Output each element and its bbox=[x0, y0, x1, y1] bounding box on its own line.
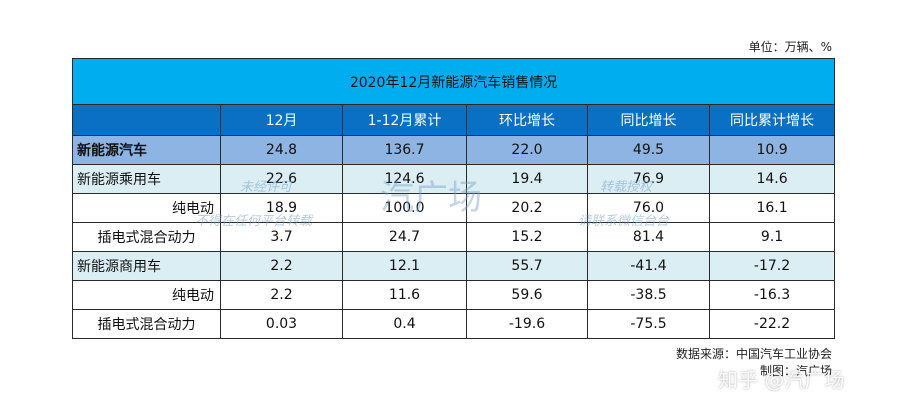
row-label: 插电式混合动力 bbox=[72, 309, 221, 339]
cell-value: -38.5 bbox=[587, 280, 710, 310]
header-cumulative: 1-12月累计 bbox=[342, 104, 467, 136]
cell-value: 20.2 bbox=[466, 193, 588, 223]
cell-value: 15.2 bbox=[466, 222, 588, 252]
row-label: 纯电动 bbox=[72, 193, 221, 223]
cell-value: 22.6 bbox=[220, 164, 343, 194]
cell-value: 0.4 bbox=[342, 309, 467, 339]
cell-value: 24.8 bbox=[220, 135, 343, 165]
cell-value: 12.1 bbox=[342, 251, 467, 281]
table-row: 纯电动 18.9 100.0 20.2 76.0 16.1 bbox=[72, 193, 836, 223]
zhihu-watermark: 知乎 @汽广场 bbox=[718, 368, 845, 392]
cell-value: -41.4 bbox=[587, 251, 710, 281]
row-label: 新能源商用车 bbox=[72, 251, 221, 281]
cell-value: 81.4 bbox=[587, 222, 710, 252]
watermark-logo-text: 汽广场 bbox=[380, 178, 482, 218]
row-label: 新能源汽车 bbox=[72, 135, 221, 165]
watermark-text: 请联系微信台台 bbox=[578, 214, 670, 229]
data-source-label: 数据来源：中国汽车工业协会 bbox=[675, 347, 832, 361]
table-row: 纯电动 2.2 11.6 59.6 -38.5 -16.3 bbox=[72, 280, 836, 310]
cell-value: -22.2 bbox=[708, 309, 836, 339]
table-row: 新能源商用车 2.2 12.1 55.7 -41.4 -17.2 bbox=[72, 251, 836, 281]
cell-value: -75.5 bbox=[587, 309, 710, 339]
cell-value: 2.2 bbox=[220, 251, 343, 281]
header-yoy-growth: 同比增长 bbox=[587, 104, 710, 136]
chart-author-label: 制图：汽广场 bbox=[759, 364, 832, 378]
row-label: 纯电动 bbox=[72, 280, 221, 310]
header-mom-growth: 环比增长 bbox=[466, 104, 588, 136]
cell-value: 0.03 bbox=[220, 309, 343, 339]
header-blank bbox=[72, 104, 221, 136]
cell-value: 24.7 bbox=[342, 222, 467, 252]
cell-value: -17.2 bbox=[708, 251, 836, 281]
cell-value: 16.1 bbox=[708, 193, 836, 223]
cell-value: 49.5 bbox=[587, 135, 710, 165]
watermark-text: 不得在任何平台转载 bbox=[195, 214, 313, 229]
cell-value: 10.9 bbox=[708, 135, 836, 165]
unit-label: 单位：万辆、% bbox=[748, 40, 832, 54]
cell-value: 19.4 bbox=[466, 164, 588, 194]
cell-value: 3.7 bbox=[220, 222, 343, 252]
cell-value: 59.6 bbox=[466, 280, 588, 310]
cell-value: 100.0 bbox=[342, 193, 467, 223]
cell-value: -19.6 bbox=[466, 309, 588, 339]
cell-value: 76.0 bbox=[587, 193, 710, 223]
cell-value: 76.9 bbox=[587, 164, 710, 194]
cell-value: 136.7 bbox=[342, 135, 467, 165]
watermark-text: 转载授权 bbox=[600, 180, 653, 195]
header-yoy-cumulative-growth: 同比累计增长 bbox=[708, 104, 836, 136]
cell-value: 2.2 bbox=[220, 280, 343, 310]
cell-value: 124.6 bbox=[342, 164, 467, 194]
table-row: 插电式混合动力 0.03 0.4 -19.6 -75.5 -22.2 bbox=[72, 309, 836, 339]
table-row: 新能源汽车 24.8 136.7 22.0 49.5 10.9 bbox=[72, 135, 836, 165]
cell-value: -16.3 bbox=[708, 280, 836, 310]
cell-value: 11.6 bbox=[342, 280, 467, 310]
header-month: 12月 bbox=[220, 104, 343, 136]
row-label: 新能源乘用车 bbox=[72, 164, 221, 194]
cell-value: 55.7 bbox=[466, 251, 588, 281]
table-title: 2020年12月新能源汽车销售情况 bbox=[71, 58, 836, 105]
table-row: 插电式混合动力 3.7 24.7 15.2 81.4 9.1 bbox=[72, 222, 836, 252]
watermark-text: 未经许可 bbox=[240, 180, 293, 195]
cell-value: 9.1 bbox=[708, 222, 836, 252]
sales-table: 2020年12月新能源汽车销售情况 12月 1-12月累计 环比增长 同比增长 … bbox=[71, 58, 836, 339]
cell-value: 22.0 bbox=[466, 135, 588, 165]
cell-value: 14.6 bbox=[708, 164, 836, 194]
